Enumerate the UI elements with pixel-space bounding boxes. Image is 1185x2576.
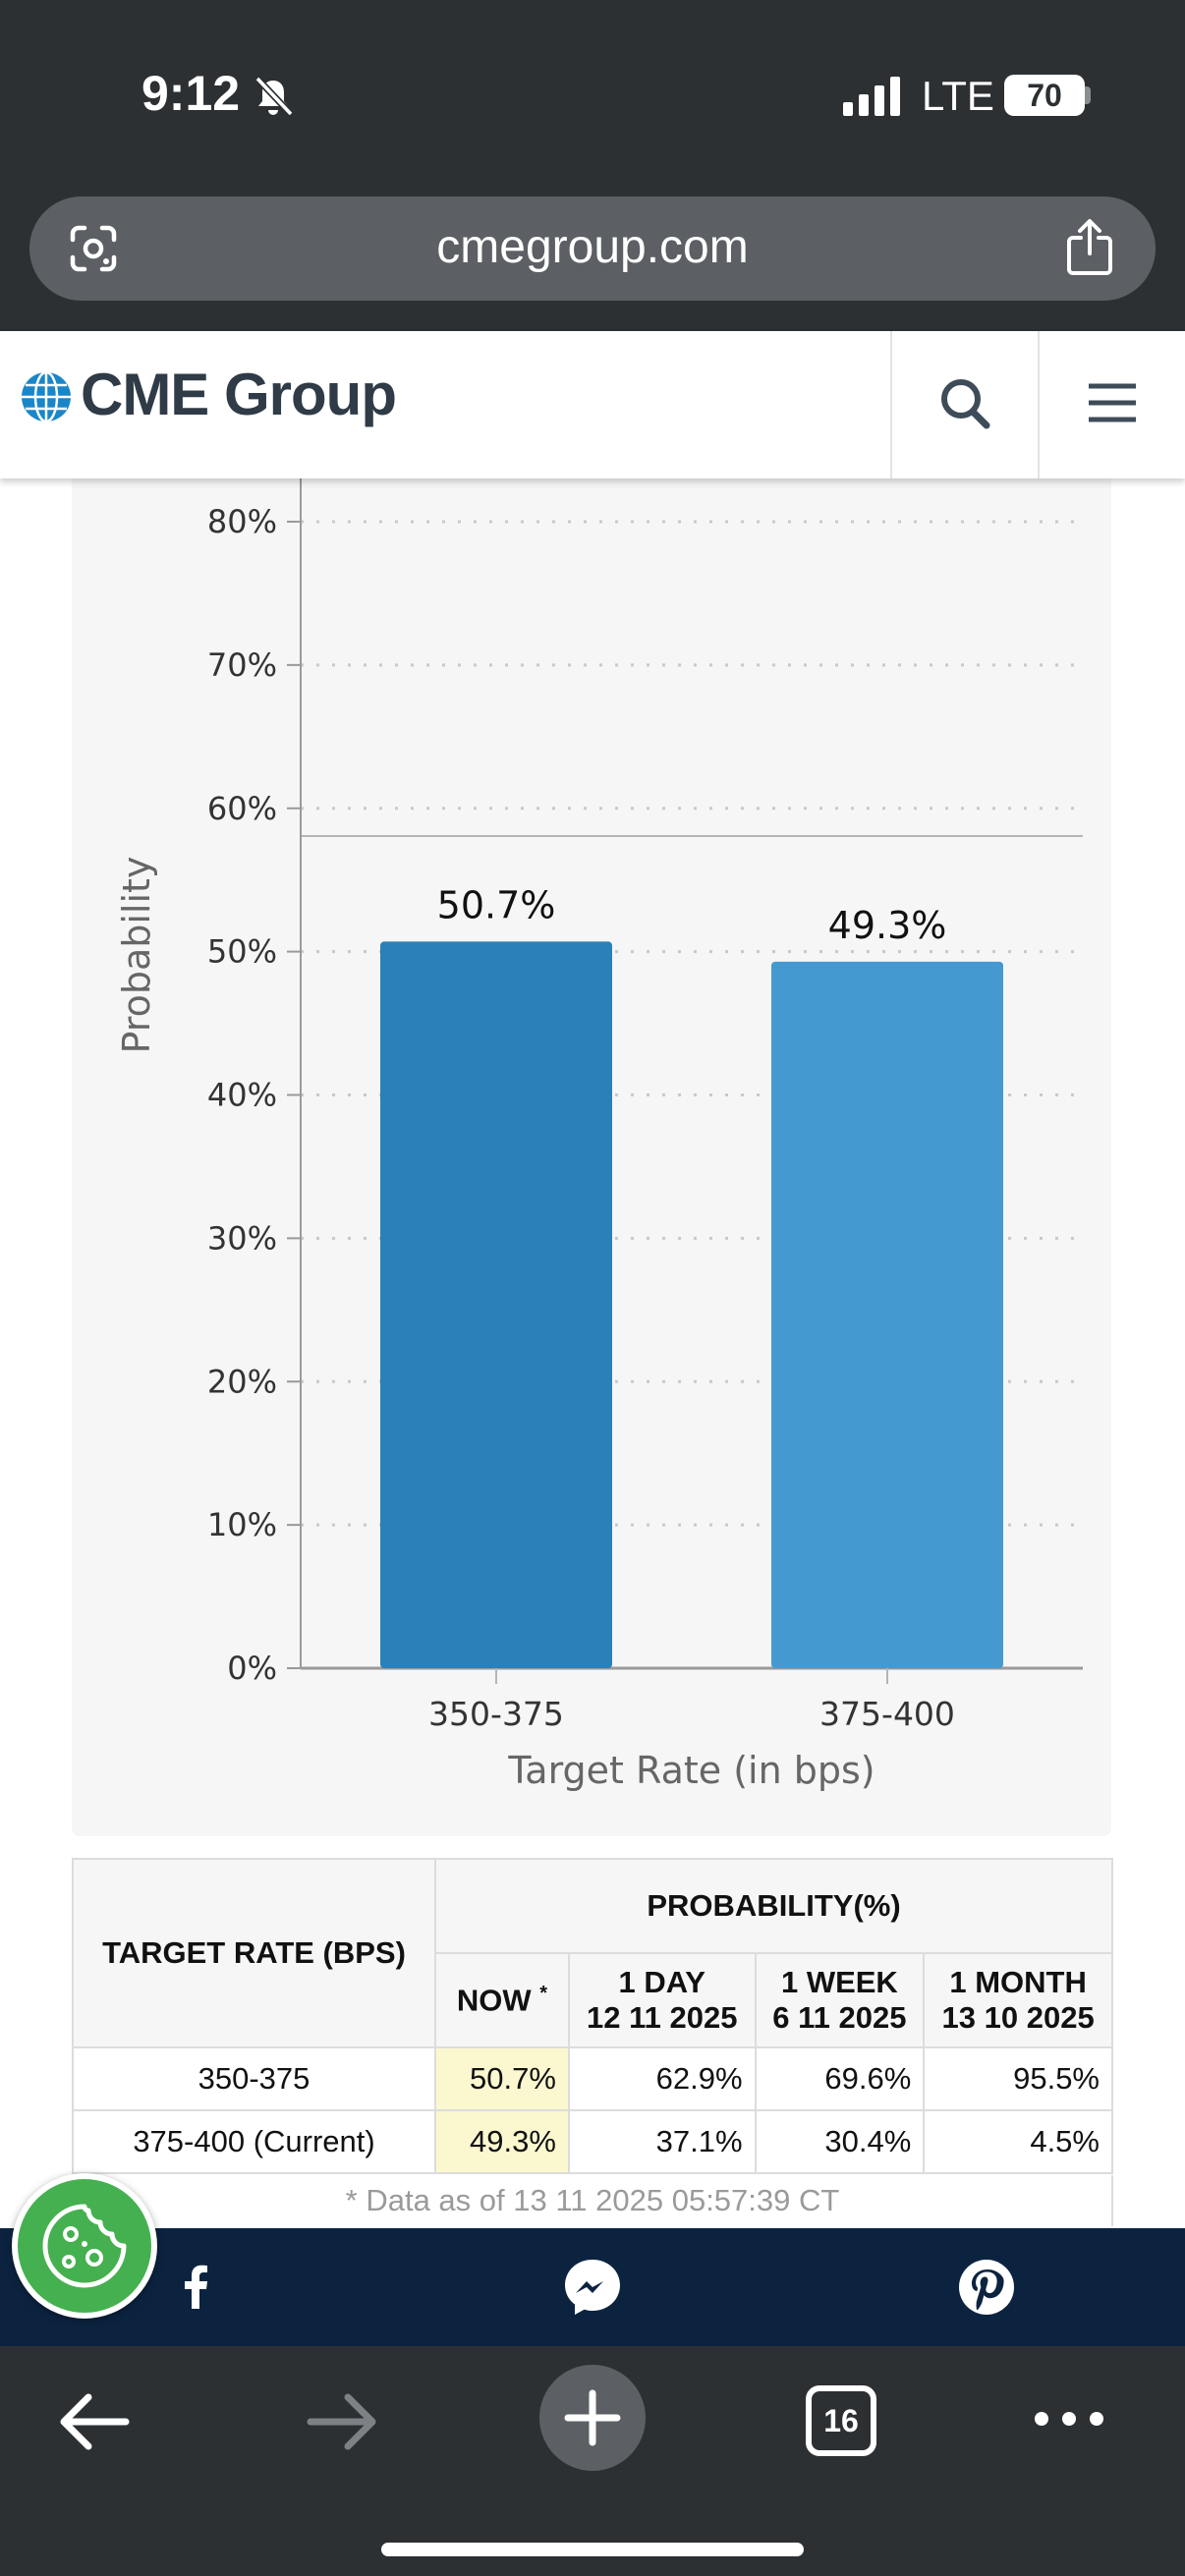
header-1-week-label: 1 WEEK xyxy=(780,1965,898,1999)
header-divider xyxy=(1038,331,1040,478)
url-text[interactable]: cmegroup.com xyxy=(436,221,749,273)
search-button[interactable] xyxy=(892,331,1040,478)
hamburger-menu-icon xyxy=(1089,383,1136,422)
y-tick-label: 30% xyxy=(207,1219,277,1257)
y-tick-label: 80% xyxy=(207,503,277,540)
y-tick-label: 60% xyxy=(207,790,277,827)
row-1-month: 4.5% xyxy=(923,2109,1113,2174)
battery-level: 70 xyxy=(1004,75,1085,116)
row-1-day: 37.1% xyxy=(567,2109,757,2174)
header-1-day-date: 12 11 2025 xyxy=(587,2000,738,2035)
search-icon xyxy=(941,379,990,429)
row-1-day: 62.9% xyxy=(567,2046,757,2111)
bar-value-label: 50.7% xyxy=(437,883,556,926)
y-tick-label: 40% xyxy=(207,1077,277,1114)
y-tick-label: 70% xyxy=(207,646,277,684)
table-row: 350-375 50.7% 62.9% 69.6% 95.5% xyxy=(71,2046,1113,2111)
header-1-week-date: 6 11 2025 xyxy=(772,2000,907,2035)
header-1-month-label: 1 MONTH xyxy=(949,1965,1087,1999)
row-1-week: 69.6% xyxy=(754,2046,926,2111)
row-now: 49.3% xyxy=(434,2109,570,2174)
messenger-icon[interactable] xyxy=(561,2256,624,2319)
cme-globe-icon[interactable] xyxy=(20,370,73,423)
probability-table: TARGET RATE (BPS) PROBABILITY(%) NOW * 1… xyxy=(71,1858,1113,2174)
header-target-rate: TARGET RATE (BPS) xyxy=(71,1858,437,2048)
bar-350-375 xyxy=(380,941,612,1668)
y-tick-label: 50% xyxy=(207,933,277,971)
y-tick-label: 10% xyxy=(207,1506,277,1543)
header-now: NOW * xyxy=(434,1952,570,2048)
cme-logo[interactable]: CME Group xyxy=(81,362,397,427)
x-tick-label: 350-375 xyxy=(428,1695,564,1733)
header-now-label: NOW xyxy=(456,1983,532,2018)
back-arrow-icon[interactable] xyxy=(55,2387,134,2456)
pinterest-icon[interactable] xyxy=(955,2256,1018,2319)
row-1-week: 30.4% xyxy=(754,2109,926,2174)
facebook-icon[interactable] xyxy=(165,2256,228,2319)
y-tick-label: 0% xyxy=(227,1650,277,1687)
probability-bar-chart: 0% 10% 20% 30% 40% 50% 60% 70% 80% 50.7% 350-375 49… xyxy=(115,478,1083,1792)
cellular-signal-icon xyxy=(843,77,900,116)
header-1-month: 1 MONTH 13 10 2025 xyxy=(923,1952,1113,2048)
data-timestamp-note: * Data as of 13 11 2025 05:57:39 CT xyxy=(72,2175,1113,2226)
row-rate: 375-400 (Current) xyxy=(71,2109,437,2174)
status-time: 9:12 xyxy=(141,66,241,121)
browser-top-chrome: 9:12 LTE 70 cmegroup.com xyxy=(0,0,1185,331)
home-indicator xyxy=(381,2543,804,2556)
forward-arrow-icon[interactable] xyxy=(303,2387,381,2456)
header-1-day-label: 1 DAY xyxy=(618,1965,705,1999)
header-1-week: 1 WEEK 6 11 2025 xyxy=(754,1952,926,2048)
address-bar[interactable]: cmegroup.com xyxy=(29,196,1156,301)
new-tab-plus-icon[interactable] xyxy=(538,2364,647,2472)
browser-bottom-toolbar: 16 xyxy=(0,2346,1185,2576)
table-row: 375-400 (Current) 49.3% 37.1% 30.4% 4.5% xyxy=(71,2109,1113,2174)
row-rate: 350-375 xyxy=(71,2046,437,2111)
cookie-settings-button[interactable] xyxy=(12,2173,157,2319)
header-1-month-date: 13 10 2025 xyxy=(941,2000,1095,2035)
y-axis-title: Probability xyxy=(115,857,158,1054)
battery-tip xyxy=(1085,86,1091,104)
header-probability: PROBABILITY(%) xyxy=(434,1858,1113,1954)
site-header: CME Group xyxy=(0,331,1185,478)
silent-bell-icon xyxy=(254,76,294,117)
cookie-icon xyxy=(42,2204,127,2288)
y-tick-label: 20% xyxy=(207,1363,277,1400)
camera-lens-icon[interactable] xyxy=(65,220,122,277)
header-now-mark: * xyxy=(539,1982,548,2004)
social-share-bar xyxy=(0,2228,1185,2346)
menu-button[interactable] xyxy=(1040,331,1185,478)
tab-count-button[interactable]: 16 xyxy=(806,2385,876,2456)
bar-value-label: 49.3% xyxy=(828,904,947,947)
row-now: 50.7% xyxy=(434,2046,570,2111)
header-divider xyxy=(890,331,892,478)
header-1-day: 1 DAY 12 11 2025 xyxy=(567,1952,757,2048)
row-1-month: 95.5% xyxy=(923,2046,1113,2111)
x-tick-label: 375-400 xyxy=(819,1695,955,1733)
bar-375-400 xyxy=(771,961,1003,1668)
share-icon[interactable] xyxy=(1063,218,1116,277)
x-axis-title: Target Rate (in bps) xyxy=(507,1749,875,1792)
network-type: LTE xyxy=(922,73,994,119)
more-options-icon[interactable] xyxy=(1034,2407,1104,2431)
